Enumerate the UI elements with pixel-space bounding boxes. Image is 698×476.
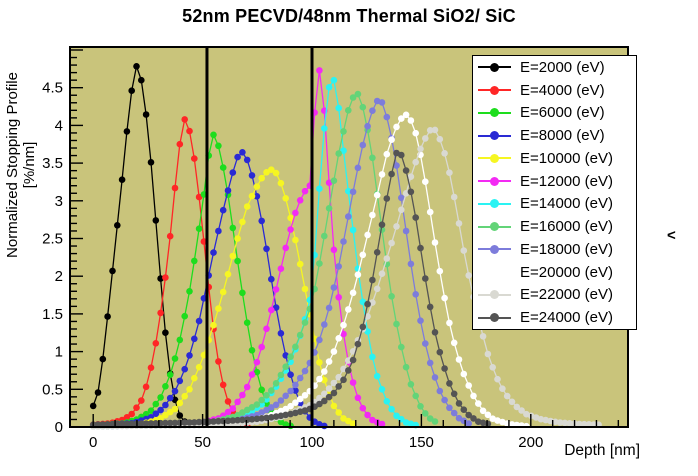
legend-box: E=2000 (eV) E=4000 (eV) E=6000 (eV) E=8000 …: [472, 55, 637, 330]
legend-marker-icon: [478, 267, 511, 277]
legend-item: E=22000 (eV): [473, 284, 636, 305]
x-axis-title: Depth [nm]: [564, 442, 640, 459]
legend-marker-icon: [478, 108, 511, 118]
tick-labels: 0 50 100 150 200 0 0.5 1 1.5 2 2.5 3 3.5 4 4.5: [42, 80, 543, 451]
y-tick-label: 3.5: [42, 155, 63, 172]
legend-item-label: E=2000 (eV): [520, 58, 605, 76]
y-tick-label: 4.5: [42, 80, 63, 97]
legend-marker-icon: [478, 290, 511, 300]
legend-item: E=8000 (eV): [473, 125, 636, 146]
x-tick-label: 50: [194, 434, 211, 451]
y-tick-label: 3: [55, 193, 63, 210]
legend-item-label: E=20000 (eV): [520, 263, 613, 281]
legend-item-label: E=12000 (eV): [520, 172, 613, 190]
legend-item: E=10000 (eV): [473, 148, 636, 169]
legend-item-label: E=4000 (eV): [520, 81, 605, 99]
legend-item: E=12000 (eV): [473, 171, 636, 192]
y-axis-title: Normalized Stopping Profile [%/nm]: [4, 72, 38, 258]
legend-marker-icon: [478, 199, 511, 209]
x-tick-label: 150: [409, 434, 434, 451]
x-tick-label: 200: [518, 434, 543, 451]
axis-ticks: [70, 49, 620, 428]
legend-marker-icon: [478, 131, 511, 141]
y-tick-label: 0.5: [42, 381, 63, 398]
legend-item-label: E=10000 (eV): [520, 149, 613, 167]
legend-item: E=20000 (eV): [473, 262, 636, 283]
x-tick-label: 100: [299, 434, 324, 451]
legend-item-label: E=16000 (eV): [520, 218, 613, 236]
legend-item: E=6000 (eV): [473, 102, 636, 123]
legend-marker-icon: [478, 313, 511, 323]
y-tick-label: 4: [55, 117, 63, 134]
legend-marker-icon: [478, 62, 511, 72]
legend-item-label: E=22000 (eV): [520, 286, 613, 304]
legend-marker-icon: [478, 176, 511, 186]
legend-item: E=4000 (eV): [473, 80, 636, 101]
plot-title: 52nm PECVD/48nm Thermal SiO2/ SiC: [182, 6, 516, 26]
legend-marker-icon: [478, 85, 511, 95]
collapse-arrow-icon[interactable]: <: [667, 227, 676, 244]
legend-item-label: E=18000 (eV): [520, 240, 613, 258]
y-tick-label: 1: [55, 344, 63, 361]
y-tick-label: 0: [55, 419, 63, 436]
legend-item: E=2000 (eV): [473, 57, 636, 78]
legend-item: E=18000 (eV): [473, 239, 636, 260]
legend-item: E=16000 (eV): [473, 216, 636, 237]
legend-marker-icon: [478, 244, 511, 254]
y-tick-label: 1.5: [42, 306, 63, 323]
legend-marker-icon: [478, 222, 511, 232]
y-tick-label: 2: [55, 268, 63, 285]
y-tick-label: 2.5: [42, 231, 63, 248]
legend-item-label: E=14000 (eV): [520, 195, 613, 213]
legend-item-label: E=24000 (eV): [520, 309, 613, 327]
legend-marker-icon: [478, 153, 511, 163]
legend-item: E=14000 (eV): [473, 193, 636, 214]
x-tick-label: 0: [89, 434, 97, 451]
legend-item-label: E=8000 (eV): [520, 127, 605, 145]
legend-item: E=24000 (eV): [473, 307, 636, 328]
legend-item-label: E=6000 (eV): [520, 104, 605, 122]
